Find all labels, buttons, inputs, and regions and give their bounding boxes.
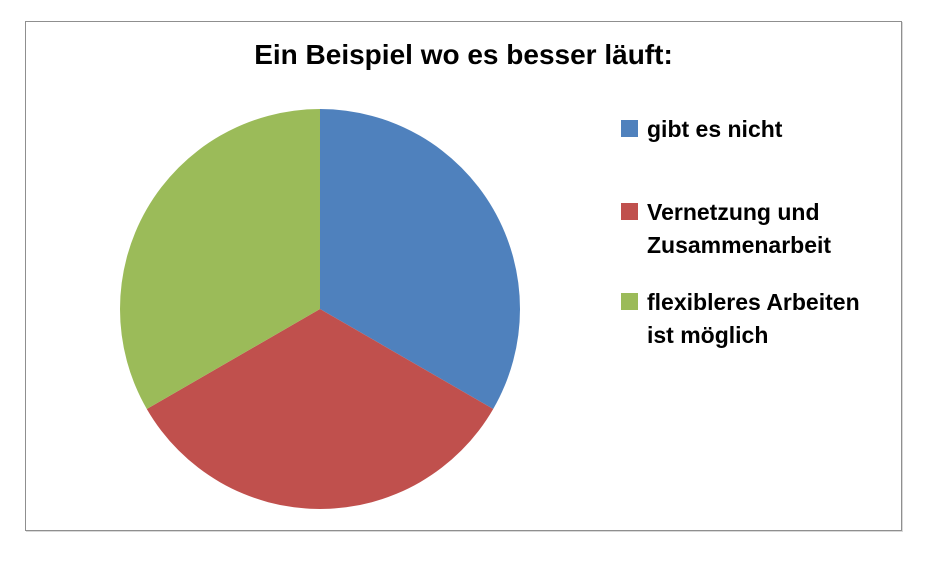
legend-label: flexibleres Arbeiten ist möglich bbox=[647, 289, 860, 348]
legend-label: gibt es nicht bbox=[647, 116, 783, 142]
legend-label: Vernetzung und Zusammenarbeit bbox=[647, 199, 832, 258]
pie-chart bbox=[119, 109, 521, 510]
pie-slice-1[interactable] bbox=[320, 109, 521, 409]
legend-item-flexibleres-arbeiten[interactable]: flexibleres Arbeiten ist möglich bbox=[621, 286, 860, 352]
legend-marker-blue-icon bbox=[621, 120, 638, 137]
legend-item-gibt-es-nicht[interactable]: gibt es nicht bbox=[621, 113, 782, 146]
pie-slice-2[interactable] bbox=[146, 309, 494, 510]
chart-frame: Ein Beispiel wo es besser läuft: gibt es… bbox=[25, 21, 902, 531]
legend-marker-green-icon bbox=[621, 293, 638, 310]
legend-marker-red-icon bbox=[621, 203, 638, 220]
legend-item-vernetzung-und-zusammenarbeit[interactable]: Vernetzung und Zusammenarbeit bbox=[621, 196, 831, 262]
chart-title: Ein Beispiel wo es besser läuft: bbox=[254, 39, 673, 70]
pie-slice-3[interactable] bbox=[119, 109, 320, 409]
